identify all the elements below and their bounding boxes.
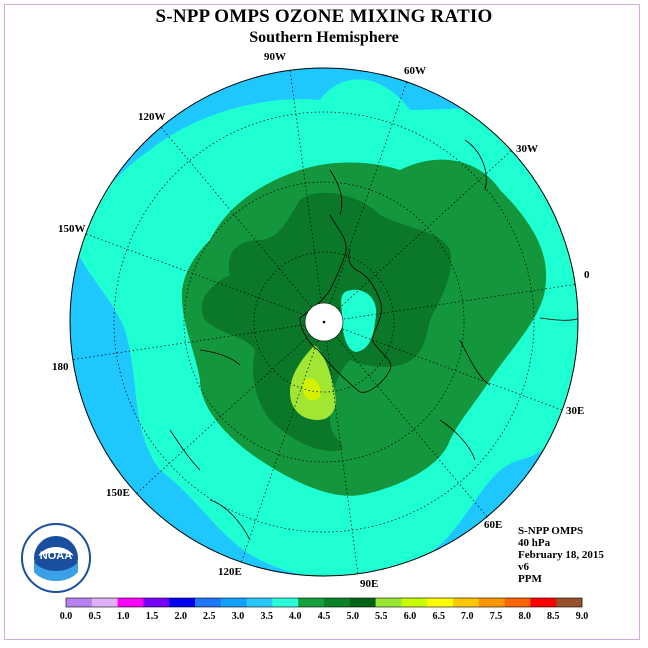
colorbar-border bbox=[65, 597, 583, 608]
colorbar-tick-label: 4.0 bbox=[289, 611, 302, 622]
colorbar-swatch bbox=[530, 598, 557, 607]
pole-dots bbox=[322, 320, 326, 324]
colorbar-swatch bbox=[556, 598, 583, 607]
lon-label-90w: 90W bbox=[264, 51, 286, 63]
noaa-logo-text: NOAA bbox=[40, 550, 72, 562]
colorbar-tick-label: 2.0 bbox=[174, 611, 187, 622]
noaa-logo: NOAA bbox=[21, 523, 91, 593]
map-subtitle: Southern Hemisphere bbox=[249, 29, 399, 46]
colorbar-tick-label: 5.5 bbox=[375, 611, 388, 622]
colorbar-tick-label: 8.5 bbox=[547, 611, 560, 622]
lon-label-150w: 150W bbox=[58, 223, 86, 235]
lon-label-150e: 150E bbox=[106, 487, 130, 499]
colorbar-swatch bbox=[478, 598, 505, 607]
lon-label-120e: 120E bbox=[218, 566, 242, 578]
colorbar-tick-label: 3.5 bbox=[260, 611, 273, 622]
lon-label-120w: 120W bbox=[138, 111, 166, 123]
colorbar-tick-label: 0.5 bbox=[88, 611, 101, 622]
colorbar-swatch bbox=[143, 598, 170, 607]
colorbar-swatch bbox=[453, 598, 480, 607]
colorbar-tick-label: 0.0 bbox=[60, 611, 73, 622]
lon-label-60e: 60E bbox=[484, 519, 502, 531]
ozone-band-3-5-4-0-inner bbox=[341, 289, 377, 352]
map-boundary bbox=[69, 67, 579, 577]
map-title: S-NPP OMPS OZONE MIXING RATIO bbox=[155, 6, 493, 27]
colorbar-swatch bbox=[117, 598, 144, 607]
colorbar-tick-label: 8.0 bbox=[518, 611, 531, 622]
info-level: 40 hPa bbox=[518, 537, 551, 549]
info-instrument: S-NPP OMPS bbox=[518, 525, 584, 537]
colorbar-tick-label: 4.5 bbox=[318, 611, 331, 622]
colorbar-tick-label: 2.5 bbox=[203, 611, 216, 622]
colorbar-tick-label: 1.5 bbox=[146, 611, 159, 622]
colorbar-swatch bbox=[220, 598, 247, 607]
colorbar-swatch bbox=[91, 598, 118, 607]
coastlines bbox=[169, 139, 578, 541]
colorbar-tick-label: 5.0 bbox=[346, 611, 359, 622]
lon-label-30e: 30E bbox=[566, 405, 584, 417]
colorbar-tick-label: 9.0 bbox=[576, 611, 589, 622]
lon-label-60w: 60W bbox=[404, 65, 426, 77]
info-date: February 18, 2015 bbox=[518, 549, 604, 561]
colorbar-swatch bbox=[324, 598, 351, 607]
graticule bbox=[70, 69, 578, 575]
info-units: PPM bbox=[518, 573, 542, 585]
colorbar-swatch bbox=[427, 598, 454, 607]
colorbar-tick-label: 1.0 bbox=[117, 611, 130, 622]
lon-label-90e: 90E bbox=[360, 578, 378, 590]
colorbar-tick-label: 7.5 bbox=[490, 611, 503, 622]
colorbar-swatch bbox=[375, 598, 402, 607]
colorbar-swatch bbox=[401, 598, 428, 607]
info-version: v6 bbox=[518, 561, 529, 573]
colorbar-tick-label: 6.5 bbox=[432, 611, 445, 622]
colorbar-swatch bbox=[66, 598, 93, 607]
ozone-band-5-5-6-0 bbox=[303, 378, 321, 401]
image-frame bbox=[4, 4, 640, 640]
colorbar-swatch bbox=[349, 598, 376, 607]
colorbar-swatch bbox=[246, 598, 273, 607]
lon-label-0: 0 bbox=[584, 269, 590, 281]
lon-label-30w: 30W bbox=[516, 143, 538, 155]
colorbar-swatch bbox=[272, 598, 299, 607]
colorbar-swatch bbox=[298, 598, 325, 607]
colorbar-swatch bbox=[504, 598, 531, 607]
lon-label-180: 180 bbox=[52, 361, 69, 373]
colorbar-tick-label: 6.0 bbox=[404, 611, 417, 622]
info-block: S-NPP OMPS 40 hPa February 18, 2015 v6 P… bbox=[518, 525, 604, 585]
colorbar-swatch bbox=[195, 598, 222, 607]
colorbar-tick-label: 7.0 bbox=[461, 611, 474, 622]
colorbar-swatch bbox=[169, 598, 196, 607]
colorbar-tick-label: 3.0 bbox=[232, 611, 245, 622]
